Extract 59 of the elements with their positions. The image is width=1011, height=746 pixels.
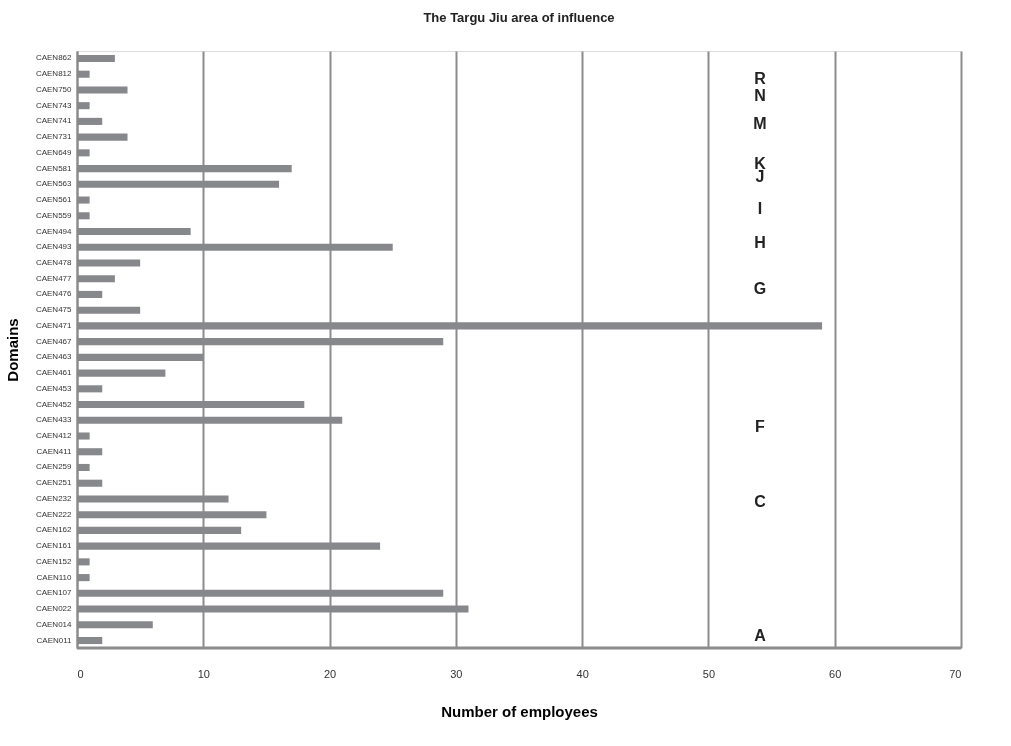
x-tick-label: 0 <box>77 667 84 680</box>
x-axis-title: Number of employees <box>441 702 598 720</box>
annotation: C <box>754 493 767 510</box>
annotation: F <box>755 418 766 435</box>
annotation: A <box>754 627 767 644</box>
y-tick-label: CAEN743 <box>35 100 73 110</box>
y-tick-label: CAEN014 <box>35 619 73 629</box>
y-tick-label: CAEN161 <box>35 541 73 551</box>
y-tick-label: CAEN649 <box>35 147 73 157</box>
annotation: N <box>754 87 766 104</box>
annotation: I <box>757 200 763 217</box>
y-tick-label: CAEN477 <box>35 273 73 283</box>
x-tick-label: 20 <box>323 667 337 680</box>
annotation: M <box>753 115 767 132</box>
annotation: G <box>753 280 767 297</box>
y-tick-label: CAEN433 <box>35 415 73 425</box>
x-tick-label: 60 <box>829 667 842 680</box>
y-tick-label: CAEN011 <box>36 635 73 645</box>
y-tick-label: CAEN107 <box>35 588 73 598</box>
x-tick-label: 10 <box>197 667 210 680</box>
chart-title: The Targu Jiu area of influence <box>423 10 615 25</box>
y-tick-label: CAEN750 <box>35 84 73 94</box>
y-tick-label: CAEN453 <box>35 383 73 393</box>
y-tick-label: CAEN251 <box>35 478 73 488</box>
y-tick-label: CAEN467 <box>35 336 73 346</box>
y-tick-label: CAEN162 <box>35 525 73 535</box>
y-tick-label: CAEN812 <box>35 69 73 79</box>
y-tick-label: CAEN563 <box>35 179 73 189</box>
y-tick-label: CAEN862 <box>35 53 73 63</box>
x-tick-label: 30 <box>450 667 463 680</box>
y-tick-label: CAEN494 <box>35 226 73 236</box>
y-tick-label: CAEN412 <box>35 431 73 441</box>
y-tick-label: CAEN232 <box>35 493 73 503</box>
y-tick-label: CAEN731 <box>35 132 73 142</box>
x-tick-label: 40 <box>576 667 589 680</box>
y-tick-label: CAEN478 <box>35 257 73 267</box>
y-tick-label: CAEN581 <box>35 163 73 173</box>
y-tick-label: CAEN559 <box>35 210 73 220</box>
y-axis-title: Domains <box>3 318 21 382</box>
annotation: R <box>754 70 767 87</box>
annotation: H <box>754 234 766 251</box>
y-tick-label: CAEN476 <box>35 289 73 299</box>
y-tick-label: CAEN222 <box>35 509 73 519</box>
x-tick-label: 70 <box>949 667 962 680</box>
y-tick-label: CAEN411 <box>36 446 73 456</box>
annotation: J <box>755 168 765 185</box>
y-tick-label: CAEN461 <box>35 368 73 378</box>
y-tick-label: CAEN152 <box>35 556 73 566</box>
y-tick-label: CAEN022 <box>35 604 73 614</box>
y-tick-label: CAEN561 <box>35 195 73 205</box>
y-tick-label: CAEN475 <box>35 305 73 315</box>
y-tick-label: CAEN110 <box>36 572 73 582</box>
y-tick-label: CAEN493 <box>35 242 73 252</box>
y-tick-label: CAEN259 <box>35 462 73 472</box>
y-tick-label: CAEN741 <box>35 116 73 126</box>
y-tick-label: CAEN452 <box>35 399 73 409</box>
x-tick-label: 50 <box>702 667 716 680</box>
y-tick-label: CAEN463 <box>35 352 73 362</box>
y-tick-label: CAEN471 <box>35 320 73 330</box>
